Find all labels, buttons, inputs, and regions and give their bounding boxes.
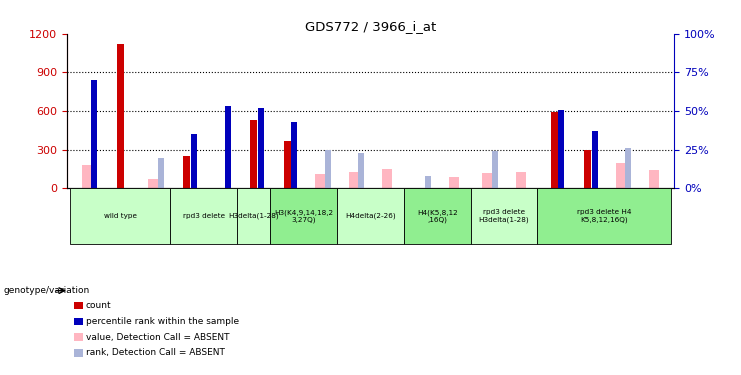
Bar xyxy=(148,180,159,189)
Bar xyxy=(625,148,631,189)
Text: rpd3 delete
H3delta(1-28): rpd3 delete H3delta(1-28) xyxy=(479,209,529,223)
FancyBboxPatch shape xyxy=(404,189,471,244)
Bar xyxy=(91,80,97,189)
Bar xyxy=(349,172,359,189)
Text: rank, Detection Call = ABSENT: rank, Detection Call = ABSENT xyxy=(86,348,225,357)
Bar xyxy=(649,170,659,189)
Text: count: count xyxy=(86,301,112,310)
Bar xyxy=(250,120,257,189)
Text: H3delta(1-28): H3delta(1-28) xyxy=(228,213,279,219)
Text: H4(K5,8,12
,16Q): H4(K5,8,12 ,16Q) xyxy=(417,209,458,223)
Bar xyxy=(291,122,297,189)
Bar xyxy=(258,108,264,189)
FancyBboxPatch shape xyxy=(237,189,270,244)
Bar xyxy=(183,156,190,189)
Bar xyxy=(91,154,97,189)
Bar xyxy=(425,176,431,189)
Bar xyxy=(592,131,598,189)
FancyBboxPatch shape xyxy=(270,189,337,244)
Bar xyxy=(284,141,290,189)
Text: H3(K4,9,14,18,2
3,27Q): H3(K4,9,14,18,2 3,27Q) xyxy=(274,209,333,223)
Bar xyxy=(158,158,164,189)
Bar xyxy=(482,173,492,189)
FancyBboxPatch shape xyxy=(537,189,671,244)
Text: genotype/variation: genotype/variation xyxy=(4,286,90,295)
Bar xyxy=(358,153,364,189)
Text: percentile rank within the sample: percentile rank within the sample xyxy=(86,317,239,326)
Bar xyxy=(325,150,330,189)
Bar xyxy=(584,150,591,189)
Bar xyxy=(516,172,526,189)
Bar xyxy=(551,112,558,189)
FancyBboxPatch shape xyxy=(337,189,404,244)
Text: rpd3 delete H4
K5,8,12,16Q): rpd3 delete H4 K5,8,12,16Q) xyxy=(577,209,631,223)
FancyBboxPatch shape xyxy=(170,189,237,244)
Bar xyxy=(616,164,626,189)
Bar xyxy=(316,174,325,189)
Bar xyxy=(191,134,197,189)
Bar xyxy=(449,177,459,189)
Bar xyxy=(116,44,124,189)
Bar xyxy=(82,165,92,189)
Title: GDS772 / 3966_i_at: GDS772 / 3966_i_at xyxy=(305,20,436,33)
Bar xyxy=(492,152,498,189)
Text: value, Detection Call = ABSENT: value, Detection Call = ABSENT xyxy=(86,333,230,342)
FancyBboxPatch shape xyxy=(471,189,537,244)
Bar xyxy=(225,106,230,189)
Text: H4delta(2-26): H4delta(2-26) xyxy=(345,213,396,219)
Text: rpd3 delete: rpd3 delete xyxy=(182,213,225,219)
Bar xyxy=(559,110,565,189)
FancyBboxPatch shape xyxy=(70,189,170,244)
Bar xyxy=(382,168,392,189)
Text: wild type: wild type xyxy=(104,213,136,219)
